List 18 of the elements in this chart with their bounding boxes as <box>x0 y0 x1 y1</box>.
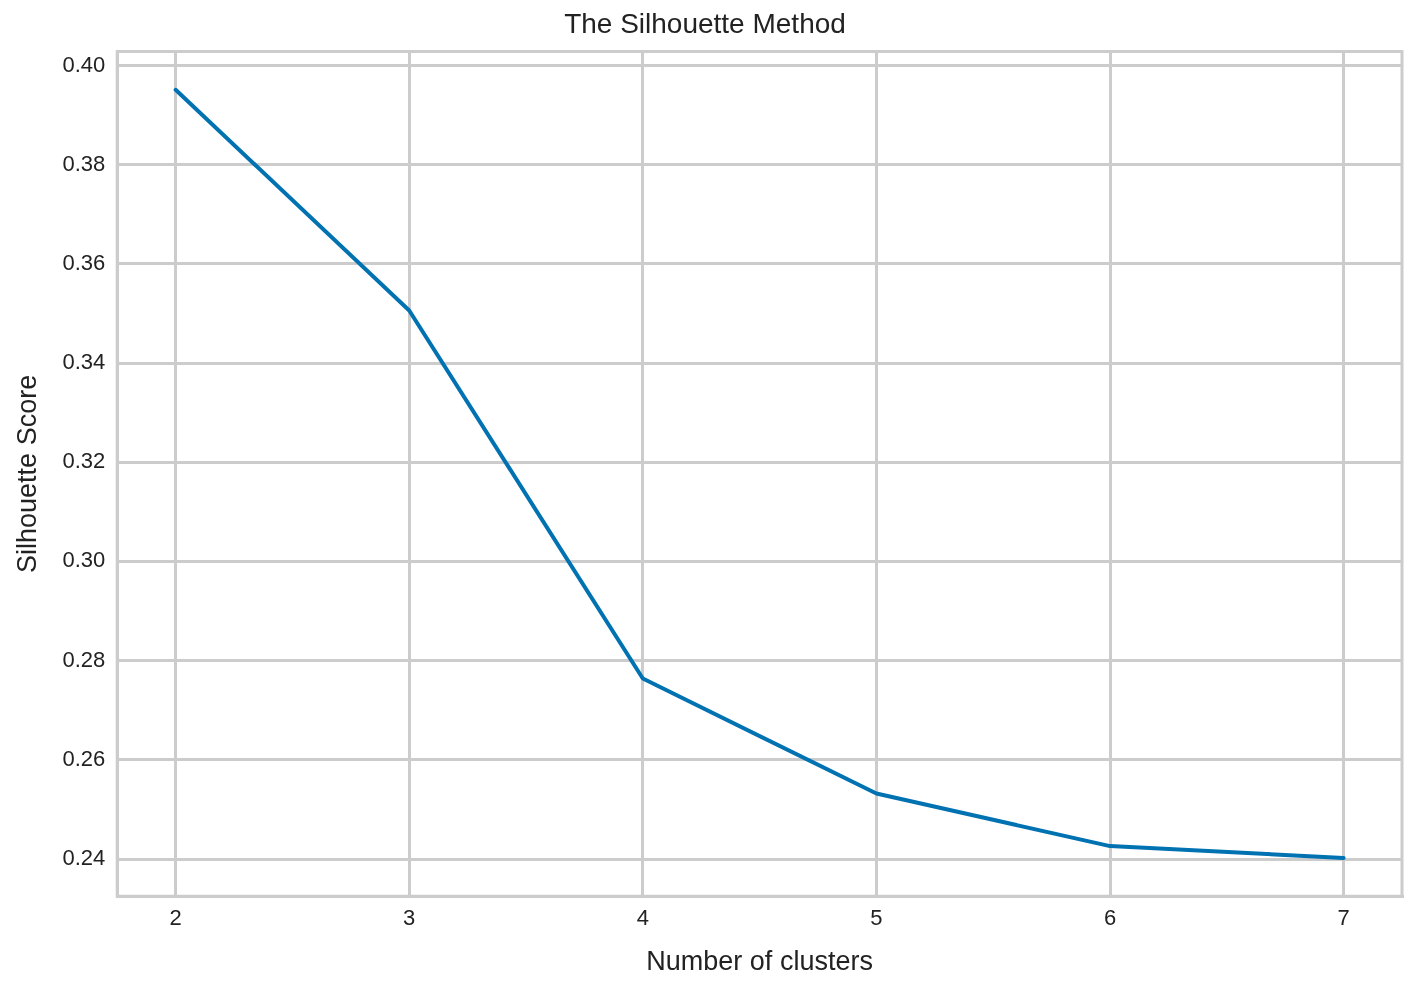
y-tick-label: 0.34 <box>62 349 106 375</box>
y-tick-label: 0.38 <box>62 150 106 176</box>
y-axis-title: Silhouette Score <box>11 374 42 573</box>
y-tick-label: 0.26 <box>62 745 106 771</box>
y-tick-label: 0.24 <box>62 845 106 871</box>
x-tick-label: 5 <box>870 905 883 931</box>
x-tick-label: 2 <box>169 905 182 931</box>
chart-title: The Silhouette Method <box>564 7 846 39</box>
y-tick-label: 0.32 <box>62 448 106 474</box>
x-tick-label: 3 <box>403 905 416 931</box>
y-tick-label: 0.30 <box>62 547 106 573</box>
x-axis-title: Number of clusters <box>646 946 873 977</box>
x-tick-label: 4 <box>636 905 649 931</box>
x-tick-label: 7 <box>1337 905 1350 931</box>
y-tick-label: 0.36 <box>62 249 106 275</box>
y-tick-label: 0.40 <box>62 51 106 77</box>
x-tick-label: 6 <box>1103 905 1117 931</box>
y-tick-label: 0.28 <box>62 646 106 672</box>
